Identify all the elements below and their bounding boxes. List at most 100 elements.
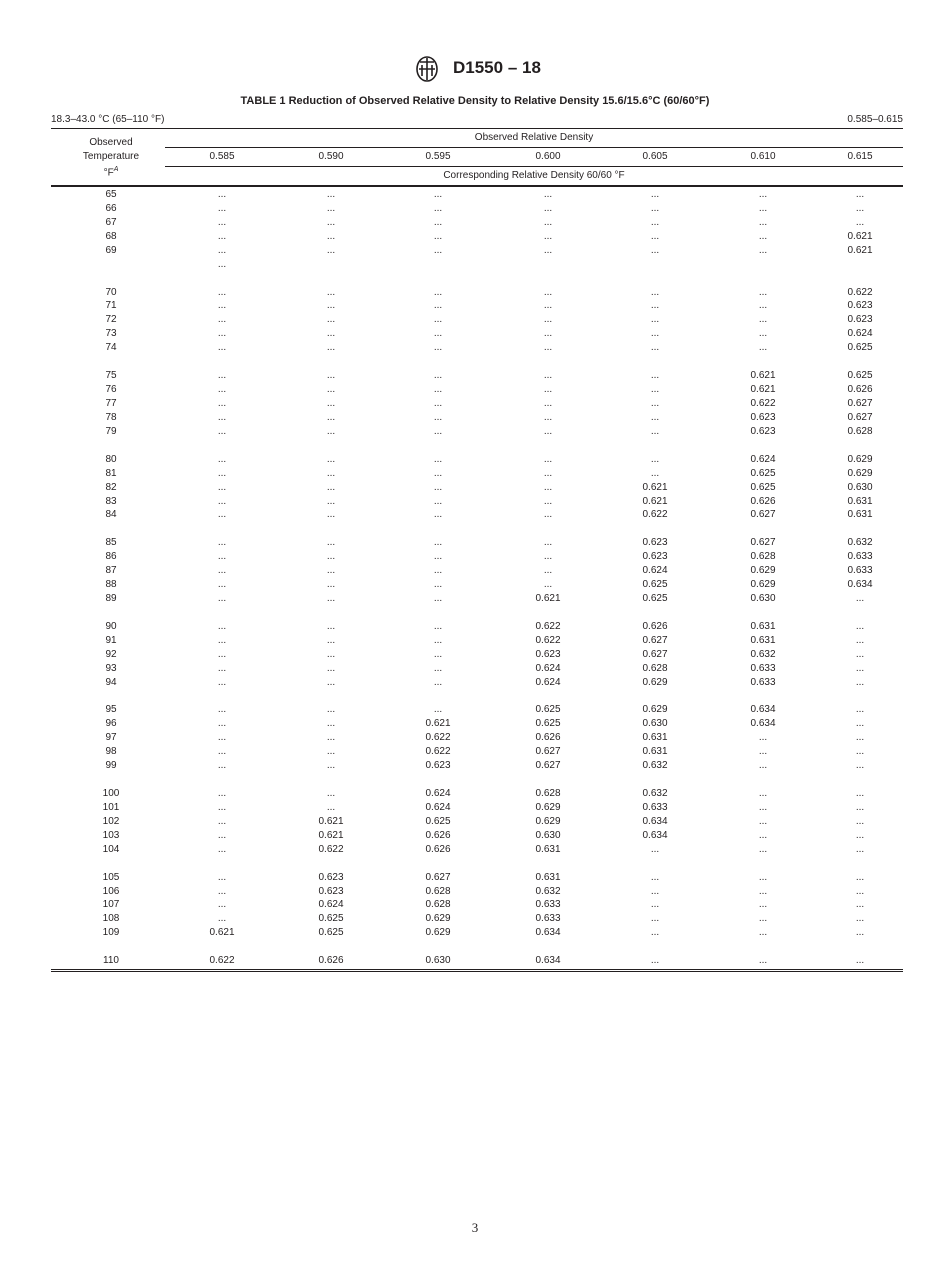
density-cell: ... [855,746,865,758]
density-cell: ... [217,676,227,688]
density-cell: ... [217,579,227,590]
density-cell: ... [326,620,336,632]
density-cell: ... [855,593,865,604]
density-cell: 0.632 [535,885,561,897]
group-header-rule [165,147,903,148]
density-cell: 0.629 [425,927,451,939]
density-cell: 0.624 [425,788,451,799]
density-cell: ... [217,481,227,493]
density-cell: ... [758,815,768,827]
density-cell: ... [758,216,768,228]
column-header: 0.595 [425,151,451,162]
density-cell: ... [326,370,336,382]
density-cell: ... [650,314,660,326]
density-cell: ... [433,579,443,590]
temperature-cell: 81 [105,467,117,479]
density-cell: 0.629 [535,815,561,827]
column-header: 0.590 [318,151,344,162]
density-cell: ... [326,704,336,716]
density-cell: ... [217,328,227,340]
table-bottom-rule-2 [51,971,903,972]
density-cell: 0.626 [750,495,776,507]
column-header: 0.605 [642,151,668,162]
column-header: 0.610 [750,151,776,162]
density-cell: 0.625 [535,704,561,716]
density-cell: ... [433,537,443,549]
density-cell: 0.627 [535,746,561,758]
temperature-cell: 91 [105,634,117,646]
density-cell: ... [433,662,443,674]
density-cell: ... [326,481,336,493]
density-cell: 0.631 [642,746,668,758]
density-cell: ... [326,662,336,674]
density-cell: 0.632 [642,760,668,772]
density-cell: ... [758,955,768,967]
density-cell: ... [650,384,660,395]
table-bottom-rule-1 [51,969,903,970]
density-cell: 0.625 [750,467,776,479]
density-cell: 0.621 [642,481,668,493]
density-cell: 0.631 [847,495,873,507]
density-cell: ... [543,244,553,256]
density-cell: ... [758,829,768,841]
density-cell: 0.623 [750,425,776,437]
density-cell: 0.628 [750,551,776,563]
density-cell: 0.624 [847,328,873,340]
density-cell: 0.634 [750,704,776,716]
density-cell: 0.621 [847,244,873,256]
density-cell: ... [543,565,553,577]
temperature-cell: 93 [105,662,117,674]
density-cell: ... [543,397,553,409]
density-cell: 0.623 [535,648,561,660]
density-cell: ... [326,718,336,730]
temperature-cell: 104 [102,843,120,855]
temperature-cell: 65 [105,189,117,200]
density-cell: ... [650,467,660,479]
temperature-cell: 94 [105,676,117,688]
density-cell: ... [433,216,443,228]
density-cell: ... [433,481,443,493]
density-cell: ... [650,244,660,256]
density-cell: ... [217,913,227,925]
temperature-cell: 79 [105,425,117,437]
density-cell: 0.629 [425,913,451,925]
density-cell: 0.625 [642,593,668,604]
density-cell: 0.630 [750,593,776,604]
density-cell: ... [855,955,865,967]
density-cell: 0.623 [425,760,451,772]
density-cell: ... [217,411,227,423]
temperature-cell: 70 [105,286,117,298]
density-cell: ... [217,384,227,395]
density-cell: ... [217,634,227,646]
density-cell: ... [758,885,768,897]
density-cell: 0.631 [847,509,873,521]
density-cell: ... [326,286,336,298]
density-cell: 0.631 [535,843,561,855]
temperature-cell: 76 [105,384,117,395]
density-cell: ... [543,411,553,423]
density-cell: ... [758,202,768,214]
density-cell: 0.631 [642,732,668,744]
temperature-cell: 102 [102,815,120,827]
temperature-cell: 92 [105,648,117,660]
density-cell: ... [650,411,660,423]
density-cell: ... [217,662,227,674]
density-cell: 0.630 [847,481,873,493]
density-cell: ... [217,495,227,507]
density-cell: 0.628 [642,662,668,674]
density-cell: ... [650,927,660,939]
density-cell: ... [433,551,443,563]
density-cell: 0.621 [535,593,561,604]
density-cell: ... [855,620,865,632]
density-cell: ... [758,300,768,312]
density-cell: ... [217,300,227,312]
density-cell: 0.622 [642,509,668,521]
density-cell: ... [543,453,553,465]
density-cell: 0.633 [535,899,561,911]
density-cell: ... [650,453,660,465]
density-cell: 0.627 [750,509,776,521]
density-cell: ... [217,244,227,256]
density-cell: ... [855,913,865,925]
density-cell: ... [326,397,336,409]
temperature-cell: 83 [105,495,117,507]
